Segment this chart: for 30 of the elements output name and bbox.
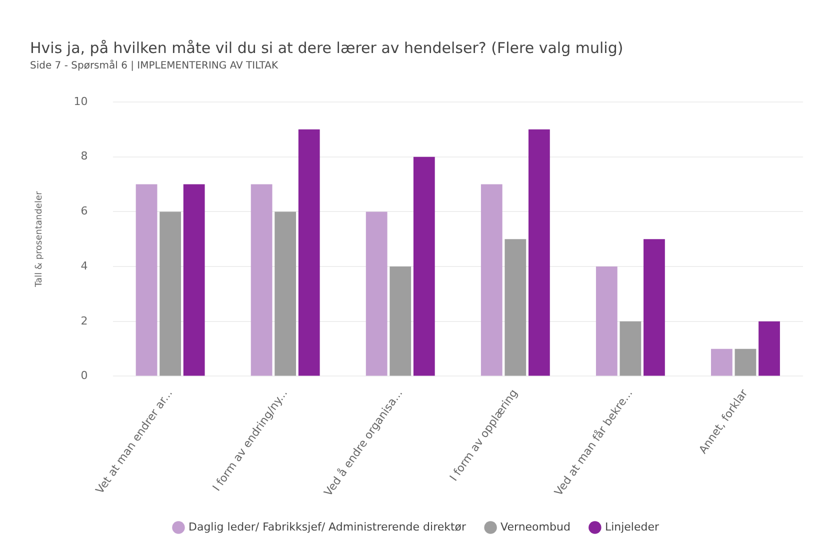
bar (136, 184, 158, 376)
bar (480, 184, 502, 376)
bar (274, 212, 296, 376)
bar (183, 184, 205, 376)
chart-title: Hvis ja, på hvilken måte vil du si at dere lærer av hendelser? (Flere valg mulig) (30, 38, 624, 57)
bar (644, 239, 665, 376)
bar (250, 184, 272, 376)
bar (504, 239, 526, 376)
y-tick-label: 10 (74, 94, 88, 108)
bar (596, 266, 618, 376)
y-tick-label: 8 (80, 150, 88, 163)
bar (734, 348, 756, 376)
y-axis-title: Tall & prosentandeler (34, 190, 45, 288)
bar (711, 348, 732, 376)
chart-subtitle: Side 7 - Spørsmål 6 | IMPLEMENTERING AV TILTAK (30, 60, 278, 72)
bar (620, 321, 642, 376)
bar (160, 212, 182, 376)
legend-label: Linjeleder (604, 520, 660, 534)
bar (366, 212, 388, 376)
bar (758, 321, 780, 376)
y-tick-label: 6 (80, 204, 88, 218)
legend-label: Daglig leder/ Fabrikksjef/ Administrerende direktør (188, 520, 467, 534)
y-tick-label: 2 (80, 314, 88, 328)
legend-label: Verneombud (500, 520, 570, 534)
y-tick-label: 4 (80, 259, 88, 272)
bar (413, 156, 435, 376)
bar (298, 129, 320, 376)
y-tick-label: 0 (80, 369, 88, 382)
bar (528, 129, 550, 376)
bar (390, 266, 412, 376)
